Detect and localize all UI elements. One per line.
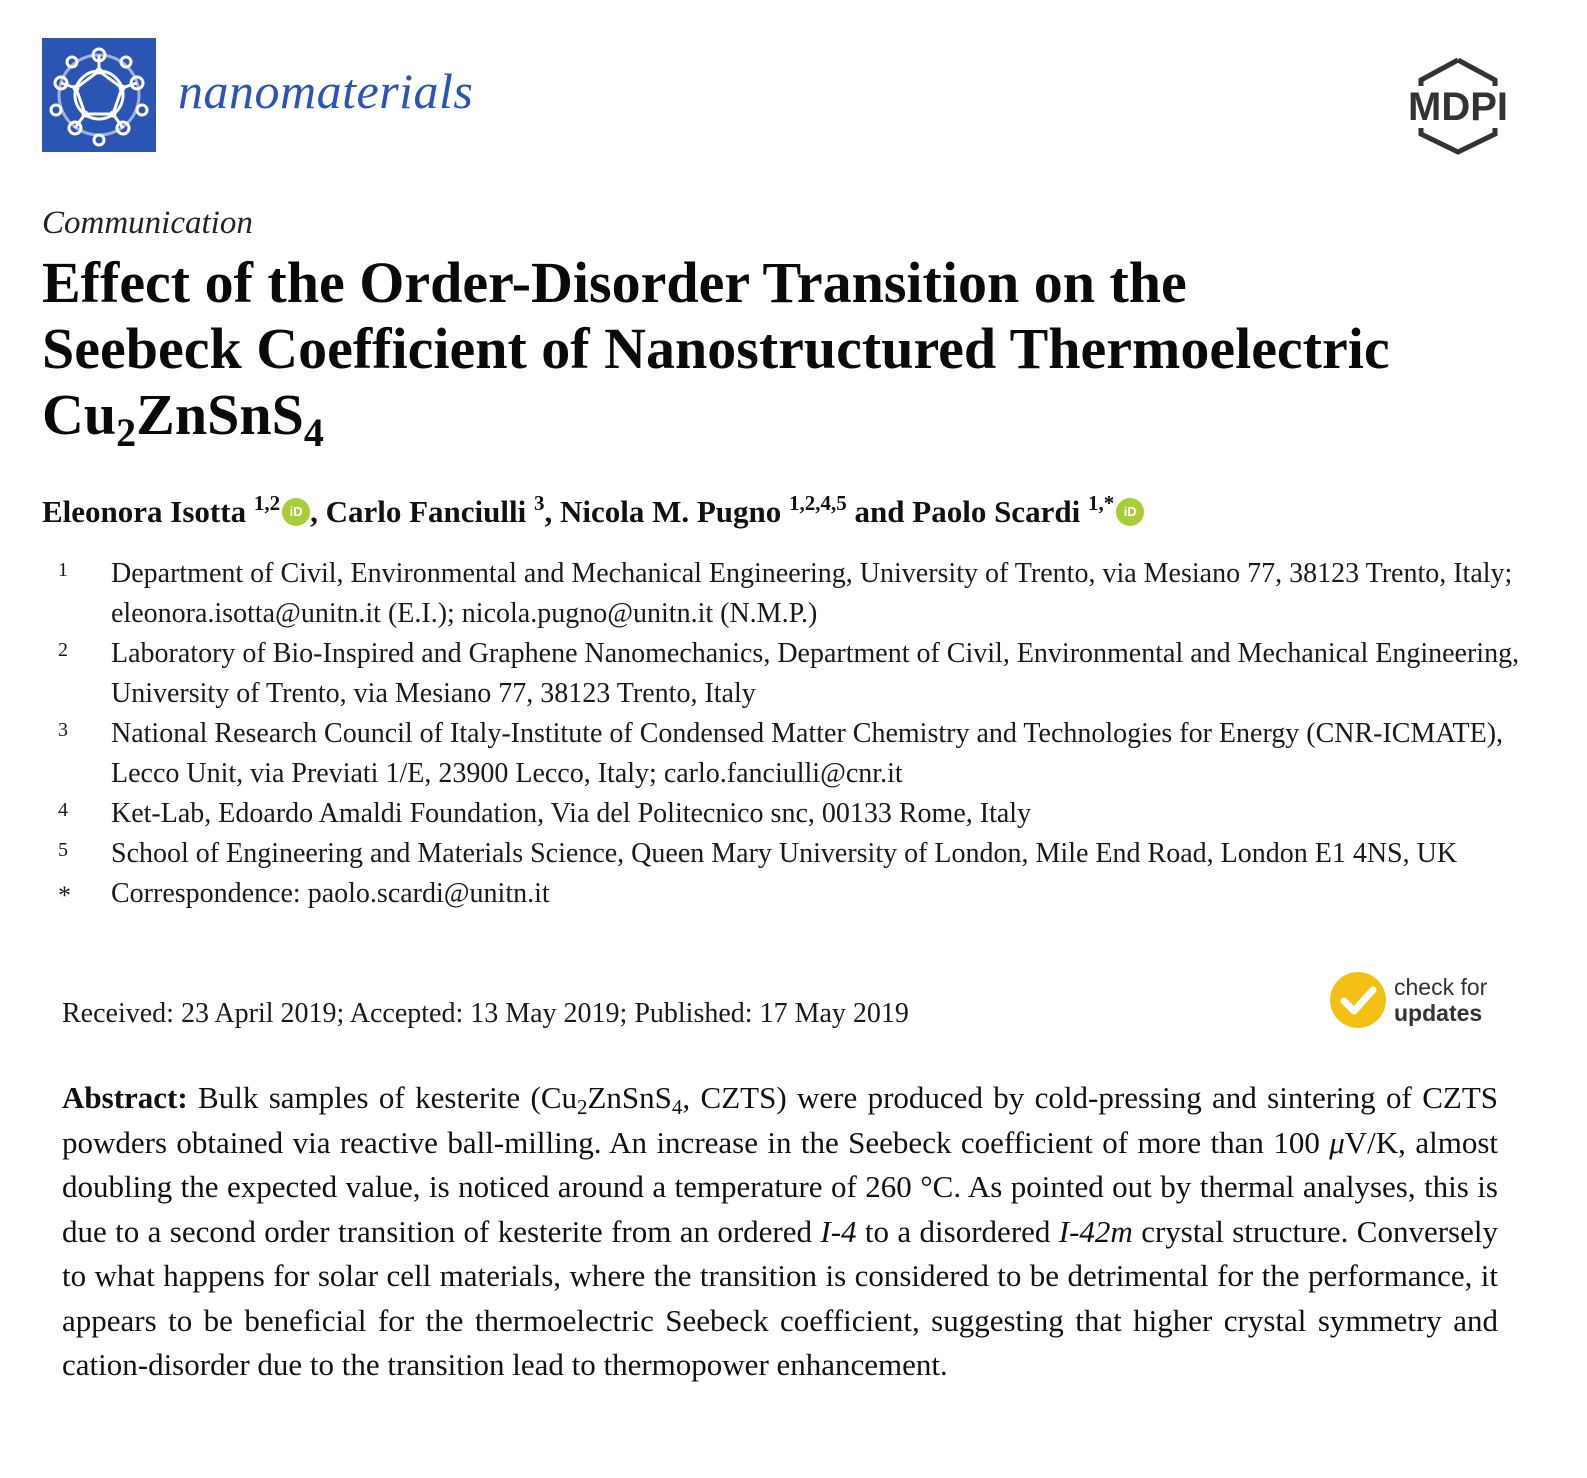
formula-subscript: 4 [303, 410, 324, 455]
fullerene-icon[interactable] [42, 38, 156, 152]
article-type: Communication [42, 205, 253, 241]
correspondence-item: * Correspondence: paolo.scardi@unitn.it [58, 874, 1538, 914]
publication-dates: Received: 23 April 2019; Accepted: 13 Ma… [62, 998, 909, 1029]
affiliation-number: 4 [58, 799, 68, 821]
title-formula: Cu2ZnSnS4 [42, 382, 324, 453]
abstract-symbol: μ [1329, 1124, 1345, 1160]
abstract-space-group: I-4 [820, 1213, 857, 1249]
formula-subscript: 2 [116, 410, 137, 455]
abstract: Abstract: Bulk samples of kesterite (Cu2… [62, 1076, 1498, 1388]
author-list: Eleonora Isotta 1,2 iD, Carlo Fanciulli 3… [42, 491, 1145, 530]
author-affiliation-marks: 1,2,4,5 [789, 491, 847, 515]
abstract-text: to a disordered [856, 1213, 1059, 1249]
affiliation-item: 3 National Research Council of Italy-Inst… [58, 714, 1538, 794]
journal-name[interactable]: nanomaterials [178, 63, 474, 119]
formula-part: Cu [42, 382, 117, 447]
affiliation-text: School of Engineering and Materials Scie… [111, 838, 1458, 869]
abstract-text: ZnSnS [587, 1080, 672, 1115]
affiliation-number: 1 [58, 559, 68, 581]
mdpi-logo[interactable]: MDPI [1383, 56, 1533, 156]
orcid-icon[interactable]: iD [1116, 498, 1145, 526]
abstract-text: crystal structure. Conversely to what ha… [62, 1213, 1498, 1383]
check-updates-icon [1330, 972, 1386, 1028]
orcid-icon[interactable]: iD [282, 498, 311, 526]
author-separator: , [544, 494, 560, 529]
publisher-name: MDPI [1408, 85, 1508, 129]
abstract-subscript: 2 [577, 1095, 588, 1119]
affiliation-text: Department of Civil, Environmental and M… [111, 558, 1513, 629]
affiliation-item: 5 School of Engineering and Materials Sci… [58, 834, 1538, 874]
affiliation-list: 1 Department of Civil, Environmental and … [58, 554, 1538, 914]
updates-label-line-2: updates [1394, 1000, 1483, 1026]
affiliation-number: 3 [58, 719, 68, 741]
affiliation-item: 1 Department of Civil, Environmental and … [58, 554, 1538, 634]
abstract-subscript: 4 [671, 1095, 683, 1119]
affiliation-number: 2 [58, 639, 68, 661]
author-separator: and [846, 494, 913, 529]
author-affiliation-marks: 3 [533, 491, 545, 515]
formula-part: ZnSnS [136, 382, 304, 447]
page-header: nanomaterials MDPI [0, 0, 1587, 170]
author-name: Carlo Fanciulli [325, 494, 527, 529]
updates-label-line-1: check for [1394, 974, 1488, 1000]
title-line-2: Seebeck Coefficient of Nanostructured Th… [42, 316, 1390, 381]
title-line-1: Effect of the Order-Disorder Transition … [42, 250, 1187, 315]
affiliation-text: National Research Council of Italy-Insti… [111, 718, 1504, 789]
abstract-space-group: I-42m [1058, 1213, 1133, 1249]
abstract-text: V/K, almost doubling the expected value,… [62, 1124, 1498, 1249]
correspondence-mark: * [58, 881, 71, 910]
check-for-updates-button[interactable]: check for updates [1328, 970, 1538, 1034]
abstract-label: Abstract: [62, 1080, 188, 1115]
abstract-text: Bulk samples of kesterite (Cu [187, 1080, 577, 1115]
author-name: Nicola M. Pugno [559, 494, 782, 529]
affiliation-item: 4 Ket-Lab, Edoardo Amaldi Foundation, Via… [58, 794, 1538, 834]
affiliation-item: 2 Laboratory of Bio-Inspired and Graphene… [58, 634, 1538, 714]
affiliation-number: 5 [58, 839, 68, 861]
affiliation-text: Ket-Lab, Edoardo Amaldi Foundation, Via … [111, 798, 1032, 829]
article-title: Effect of the Order-Disorder Transition … [42, 250, 1562, 453]
affiliation-text: Laboratory of Bio-Inspired and Graphene … [111, 638, 1520, 709]
author-affiliation-marks: 1,* [1087, 491, 1115, 515]
abstract-text: , CZTS) were produced by cold-pressing a… [62, 1080, 1498, 1160]
author-name: Paolo Scardi [912, 494, 1081, 529]
correspondence-text: Correspondence: paolo.scardi@unitn.it [111, 878, 550, 909]
author-separator: , [310, 494, 326, 529]
author-name: Eleonora Isotta [42, 494, 247, 529]
author-affiliation-marks: 1,2 [253, 491, 281, 515]
